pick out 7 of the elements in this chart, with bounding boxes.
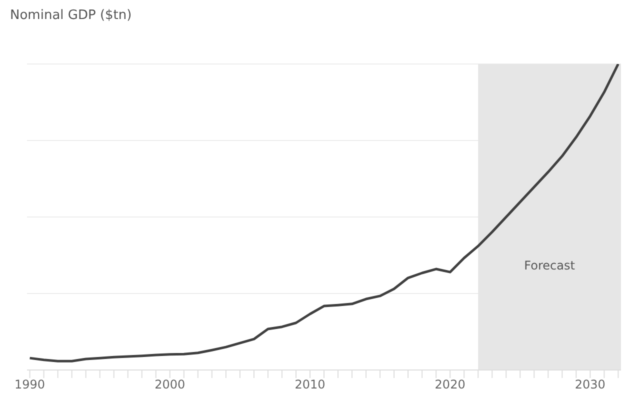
chart-title: Nominal GDP ($tn) [10,8,132,23]
x-tick-label: 2010 [294,378,326,392]
x-tick-label: 2020 [434,378,466,392]
x-tick-label: 1990 [14,378,46,392]
x-tick-label: 2030 [574,378,606,392]
x-tick-label: 2000 [154,378,186,392]
band-label: Forecast [524,258,576,272]
